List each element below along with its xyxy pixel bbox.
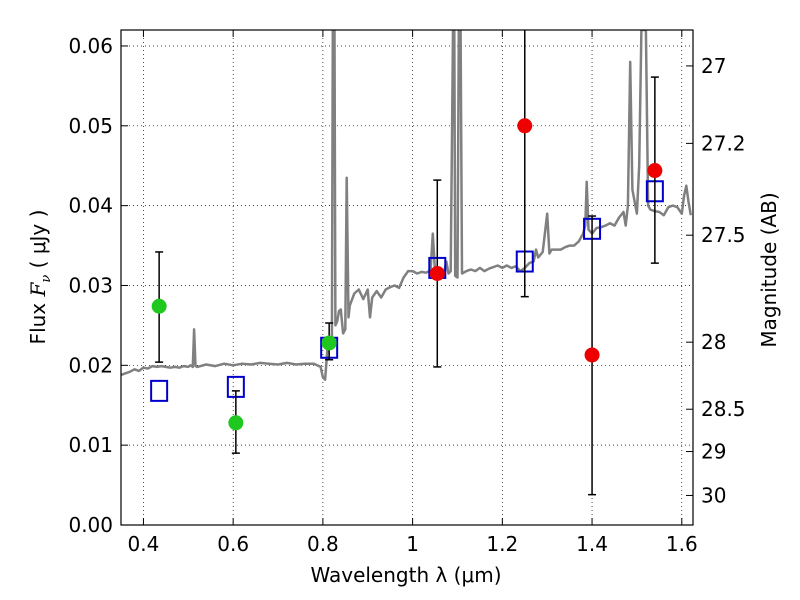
x-axis: 0.4 0.6 0.8 1 1.2 1.4 1.6 xyxy=(128,30,698,556)
magnitude-tick-label: 27 xyxy=(701,54,726,78)
detection-point xyxy=(151,298,167,314)
upper-limit-point xyxy=(517,118,533,134)
upper-limit-point xyxy=(647,163,663,179)
y-tick-label: 0.01 xyxy=(68,433,113,457)
x-tick-label: 1.6 xyxy=(666,532,698,556)
magnitude-tick-label: 28 xyxy=(701,330,726,354)
y-tick-label: 0.00 xyxy=(68,513,113,537)
plot-area xyxy=(121,30,693,496)
x-axis-label: Wavelength λ (μm) xyxy=(310,563,501,587)
y-axis-label-subscript: ν xyxy=(39,275,54,283)
magnitude-tick-label: 27.5 xyxy=(701,223,746,247)
x-tick-label: 1.4 xyxy=(576,532,608,556)
y-tick-label: 0.02 xyxy=(68,353,113,377)
magnitude-tick-label: 27.2 xyxy=(701,131,746,155)
y-tick-label: 0.03 xyxy=(68,273,113,297)
magnitude-axis-label: Magnitude (AB) xyxy=(757,192,781,347)
y-axis-label-symbol: F xyxy=(26,282,50,298)
x-tick-label: 0.4 xyxy=(128,532,160,556)
axes-frame xyxy=(120,29,694,526)
upper-limit-point xyxy=(429,266,445,282)
upper-limit-point xyxy=(584,347,600,363)
x-tick-label: 0.6 xyxy=(217,532,249,556)
plot-content xyxy=(121,30,693,496)
model-photometry-square xyxy=(150,379,169,402)
detection-point xyxy=(228,415,244,431)
magnitude-tick-label: 29 xyxy=(701,440,726,464)
magnitude-axis: 27 27.2 27.5 28 28.5 29 30 xyxy=(686,54,746,507)
y-axis: 0.00 0.01 0.02 0.03 0.04 0.05 0.06 xyxy=(68,34,128,537)
y-axis-label-prefix: Flux xyxy=(26,297,50,345)
y-tick-label: 0.06 xyxy=(68,34,113,58)
y-axis-label-suffix: ( μJy ) xyxy=(26,210,50,275)
y-tick-label: 0.04 xyxy=(68,194,113,218)
y-tick-label: 0.05 xyxy=(68,114,113,138)
x-tick-label: 0.8 xyxy=(307,532,339,556)
y-axis-label: Flux Fν ( μJy ) xyxy=(26,210,54,345)
x-tick-label: 1 xyxy=(406,532,419,556)
detection-point xyxy=(321,335,337,351)
x-tick-label: 1.2 xyxy=(486,532,518,556)
magnitude-tick-label: 30 xyxy=(701,483,726,507)
magnitude-tick-label: 28.5 xyxy=(701,397,746,421)
